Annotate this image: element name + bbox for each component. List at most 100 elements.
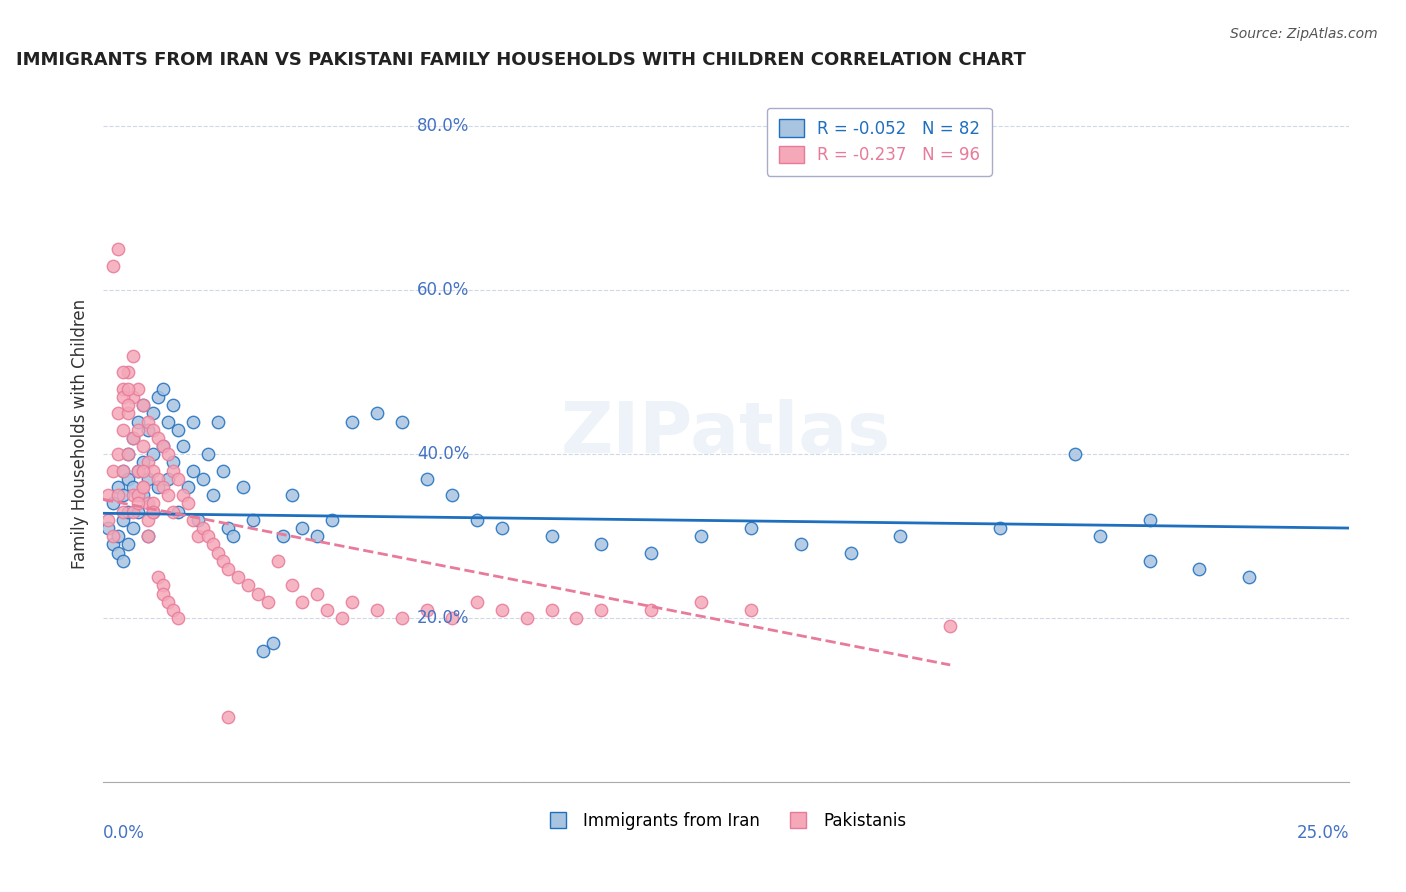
Pakistanis	[127, 423, 149, 437]
Immigrants from Iran	[1139, 513, 1161, 527]
Immigrants from Iran	[1063, 447, 1085, 461]
Pakistanis	[440, 611, 463, 625]
Immigrants from Iran	[127, 464, 149, 478]
Pakistanis	[107, 488, 129, 502]
Pakistanis	[266, 554, 288, 568]
Pakistanis	[366, 603, 388, 617]
Pakistanis	[162, 603, 184, 617]
Immigrants from Iran	[142, 447, 165, 461]
Pakistanis	[107, 406, 129, 420]
Pakistanis	[132, 480, 155, 494]
Text: 0.0%: 0.0%	[103, 824, 145, 842]
Immigrants from Iran	[107, 529, 129, 543]
Y-axis label: Family Households with Children: Family Households with Children	[72, 299, 89, 569]
Pakistanis	[117, 406, 139, 420]
Pakistanis	[167, 472, 190, 486]
Immigrants from Iran	[491, 521, 513, 535]
Immigrants from Iran	[252, 644, 274, 658]
Immigrants from Iran	[146, 480, 169, 494]
Immigrants from Iran	[740, 521, 762, 535]
Immigrants from Iran	[132, 488, 155, 502]
Pakistanis	[690, 595, 713, 609]
Immigrants from Iran	[97, 521, 120, 535]
Text: 20.0%: 20.0%	[418, 609, 470, 627]
Text: IMMIGRANTS FROM IRAN VS PAKISTANI FAMILY HOUSEHOLDS WITH CHILDREN CORRELATION CH: IMMIGRANTS FROM IRAN VS PAKISTANI FAMILY…	[15, 51, 1026, 69]
Immigrants from Iran	[540, 529, 562, 543]
Pakistanis	[167, 611, 190, 625]
Pakistanis	[156, 488, 179, 502]
Pakistanis	[591, 603, 613, 617]
Pakistanis	[342, 595, 364, 609]
Pakistanis	[122, 431, 145, 445]
Pakistanis	[330, 611, 353, 625]
Immigrants from Iran	[107, 546, 129, 560]
Pakistanis	[197, 529, 219, 543]
Immigrants from Iran	[112, 554, 135, 568]
Immigrants from Iran	[112, 488, 135, 502]
Pakistanis	[156, 447, 179, 461]
Immigrants from Iran	[167, 423, 190, 437]
Immigrants from Iran	[132, 455, 155, 469]
Pakistanis	[117, 382, 139, 396]
Pakistanis	[207, 546, 229, 560]
Pakistanis	[191, 521, 214, 535]
Pakistanis	[97, 488, 120, 502]
Pakistanis	[136, 455, 159, 469]
Pakistanis	[122, 390, 145, 404]
Pakistanis	[142, 505, 165, 519]
Immigrants from Iran	[152, 439, 174, 453]
Immigrants from Iran	[416, 472, 439, 486]
Immigrants from Iran	[271, 529, 294, 543]
Pakistanis	[127, 382, 149, 396]
Pakistanis	[107, 243, 129, 257]
Pakistanis	[127, 488, 149, 502]
Immigrants from Iran	[988, 521, 1011, 535]
Immigrants from Iran	[440, 488, 463, 502]
Immigrants from Iran	[142, 505, 165, 519]
Immigrants from Iran	[889, 529, 911, 543]
Pakistanis	[101, 529, 124, 543]
Immigrants from Iran	[177, 480, 200, 494]
Pakistanis	[211, 554, 233, 568]
Immigrants from Iran	[232, 480, 254, 494]
Immigrants from Iran	[366, 406, 388, 420]
Immigrants from Iran	[112, 513, 135, 527]
Text: Source: ZipAtlas.com: Source: ZipAtlas.com	[1230, 27, 1378, 41]
Immigrants from Iran	[122, 431, 145, 445]
Immigrants from Iran	[690, 529, 713, 543]
Pakistanis	[316, 603, 339, 617]
Immigrants from Iran	[122, 521, 145, 535]
Pakistanis	[187, 529, 209, 543]
Pakistanis	[152, 578, 174, 592]
Immigrants from Iran	[101, 496, 124, 510]
Pakistanis	[565, 611, 588, 625]
Immigrants from Iran	[207, 415, 229, 429]
Pakistanis	[146, 570, 169, 584]
Pakistanis	[136, 529, 159, 543]
Pakistanis	[146, 431, 169, 445]
Immigrants from Iran	[1188, 562, 1211, 576]
Text: 40.0%: 40.0%	[418, 445, 470, 463]
Immigrants from Iran	[1139, 554, 1161, 568]
Immigrants from Iran	[181, 415, 204, 429]
Pakistanis	[117, 398, 139, 412]
Pakistanis	[112, 505, 135, 519]
Pakistanis	[136, 415, 159, 429]
Immigrants from Iran	[117, 505, 139, 519]
Immigrants from Iran	[132, 398, 155, 412]
Immigrants from Iran	[162, 455, 184, 469]
Immigrants from Iran	[221, 529, 243, 543]
Pakistanis	[127, 496, 149, 510]
Pakistanis	[142, 505, 165, 519]
Pakistanis	[112, 365, 135, 379]
Immigrants from Iran	[1237, 570, 1260, 584]
Pakistanis	[465, 595, 488, 609]
Pakistanis	[740, 603, 762, 617]
Immigrants from Iran	[281, 488, 304, 502]
Immigrants from Iran	[201, 488, 224, 502]
Immigrants from Iran	[181, 464, 204, 478]
Immigrants from Iran	[142, 406, 165, 420]
Pakistanis	[107, 447, 129, 461]
Pakistanis	[112, 390, 135, 404]
Text: ZIPatlas: ZIPatlas	[561, 400, 891, 468]
